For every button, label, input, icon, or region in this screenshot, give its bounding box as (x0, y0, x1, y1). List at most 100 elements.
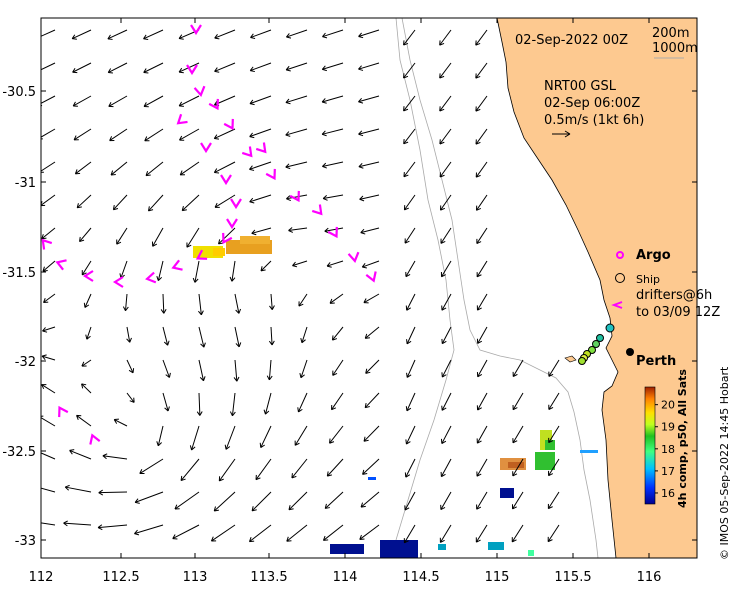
drifter-chevron (222, 232, 233, 245)
current-arrow (405, 425, 416, 445)
current-arrow (405, 458, 416, 478)
colorbar-tick-label: 18 (661, 443, 675, 456)
current-arrowhead (97, 524, 103, 531)
model-label-line3: 0.5m/s (1kt 6h) (544, 113, 644, 128)
x-tick-label: 112 (29, 570, 54, 585)
current-arrow (324, 491, 344, 509)
current-arrow (477, 359, 488, 378)
current-arrow (255, 458, 272, 480)
current-arrow (322, 29, 344, 38)
current-arrow (218, 458, 236, 482)
drifter-chevron (226, 218, 238, 230)
drifter-legend-label-2: to 03/09 12Z (636, 305, 720, 320)
drifter-chevron (58, 405, 69, 418)
current-arrowhead (181, 205, 187, 212)
current-arrow (86, 326, 92, 340)
drifter-legend-marker (611, 301, 623, 309)
rottnest-island (564, 355, 577, 363)
current-arrowhead (143, 68, 149, 74)
current-arrowhead (441, 372, 447, 378)
current-arrow (162, 326, 169, 346)
current-arrowhead (143, 34, 149, 40)
current-arrowhead (251, 506, 257, 512)
current-arrow (286, 194, 308, 200)
x-tick-label: 113.5 (250, 570, 287, 585)
current-arrow (41, 355, 56, 361)
current-arrow (441, 326, 452, 344)
current-arrow (41, 29, 56, 37)
current-arrowhead (292, 261, 298, 268)
current-arrowhead (213, 134, 220, 140)
current-arrowhead (129, 397, 135, 403)
current-arrow (322, 161, 344, 167)
current-arrowhead (403, 205, 409, 211)
current-arrowhead (440, 504, 446, 511)
current-arrowhead (285, 163, 291, 170)
drifter-chevron (89, 433, 101, 445)
bathymetry-200m-contour (401, 18, 599, 558)
scale-arrow (552, 130, 571, 138)
current-arrow (84, 293, 92, 308)
x-tick-label: 115.5 (554, 570, 591, 585)
current-arrowhead (403, 106, 409, 112)
current-arrowhead (165, 372, 171, 378)
current-arrow (324, 227, 344, 232)
current-arrow (211, 524, 236, 542)
current-arrowhead (476, 338, 483, 344)
current-arrow (41, 384, 56, 394)
current-arrow (329, 293, 344, 304)
model-label-line2: 02-Sep 06:00Z (544, 96, 640, 111)
model-label-line1: NRT00 GSL (544, 79, 617, 94)
drifter-tracks (41, 24, 377, 445)
current-arrowhead (164, 406, 170, 412)
current-arrow (250, 62, 272, 72)
current-arrowhead (362, 469, 368, 475)
current-arrowhead (178, 34, 184, 40)
y-tick-label: -32.5 (2, 445, 36, 460)
current-arrow (143, 29, 164, 40)
current-arrowhead (41, 415, 44, 421)
current-arrowhead (79, 236, 85, 243)
current-arrow (288, 491, 308, 511)
current-arrow (359, 194, 380, 200)
current-arrowhead (107, 34, 113, 40)
y-tick-label: -33 (15, 534, 36, 549)
current-arrow (326, 458, 344, 477)
current-arrow (98, 524, 128, 529)
current-arrowhead (358, 130, 364, 137)
current-arrow (294, 425, 308, 446)
current-arrow (126, 359, 134, 374)
current-arrow (126, 326, 131, 343)
current-arrowhead (406, 372, 412, 378)
current-arrowhead (475, 40, 481, 46)
current-arrowhead (163, 340, 170, 346)
current-arrow (249, 95, 272, 105)
current-arrowhead (178, 101, 184, 107)
current-arrowhead (512, 404, 518, 411)
current-arrowhead (259, 442, 265, 448)
current-arrow (364, 326, 380, 339)
current-arrowhead (186, 242, 192, 248)
current-arrowhead (144, 136, 150, 142)
credit-label: © IMOS 05-Sep-2022 14:45 Hobart (718, 366, 731, 560)
current-arrow (322, 95, 344, 103)
current-arrow (476, 227, 488, 244)
x-tick-label: 112.5 (102, 570, 139, 585)
current-arrow (439, 95, 452, 112)
current-arrowhead (359, 534, 365, 540)
drifter-chevron (208, 98, 219, 111)
current-arrowhead (64, 484, 70, 491)
current-arrow (548, 425, 560, 443)
current-arrowhead (266, 375, 273, 381)
current-arrow (41, 522, 56, 526)
current-arrowhead (329, 298, 335, 304)
current-arrowhead (249, 99, 255, 106)
current-arrow (214, 29, 236, 39)
current-arrowhead (196, 411, 203, 416)
current-arrow (300, 359, 308, 378)
current-arrow (107, 29, 128, 40)
current-arrowhead (178, 67, 184, 74)
current-arrowhead (69, 449, 75, 455)
current-arrowhead (128, 368, 135, 374)
current-arrowhead (331, 404, 337, 411)
